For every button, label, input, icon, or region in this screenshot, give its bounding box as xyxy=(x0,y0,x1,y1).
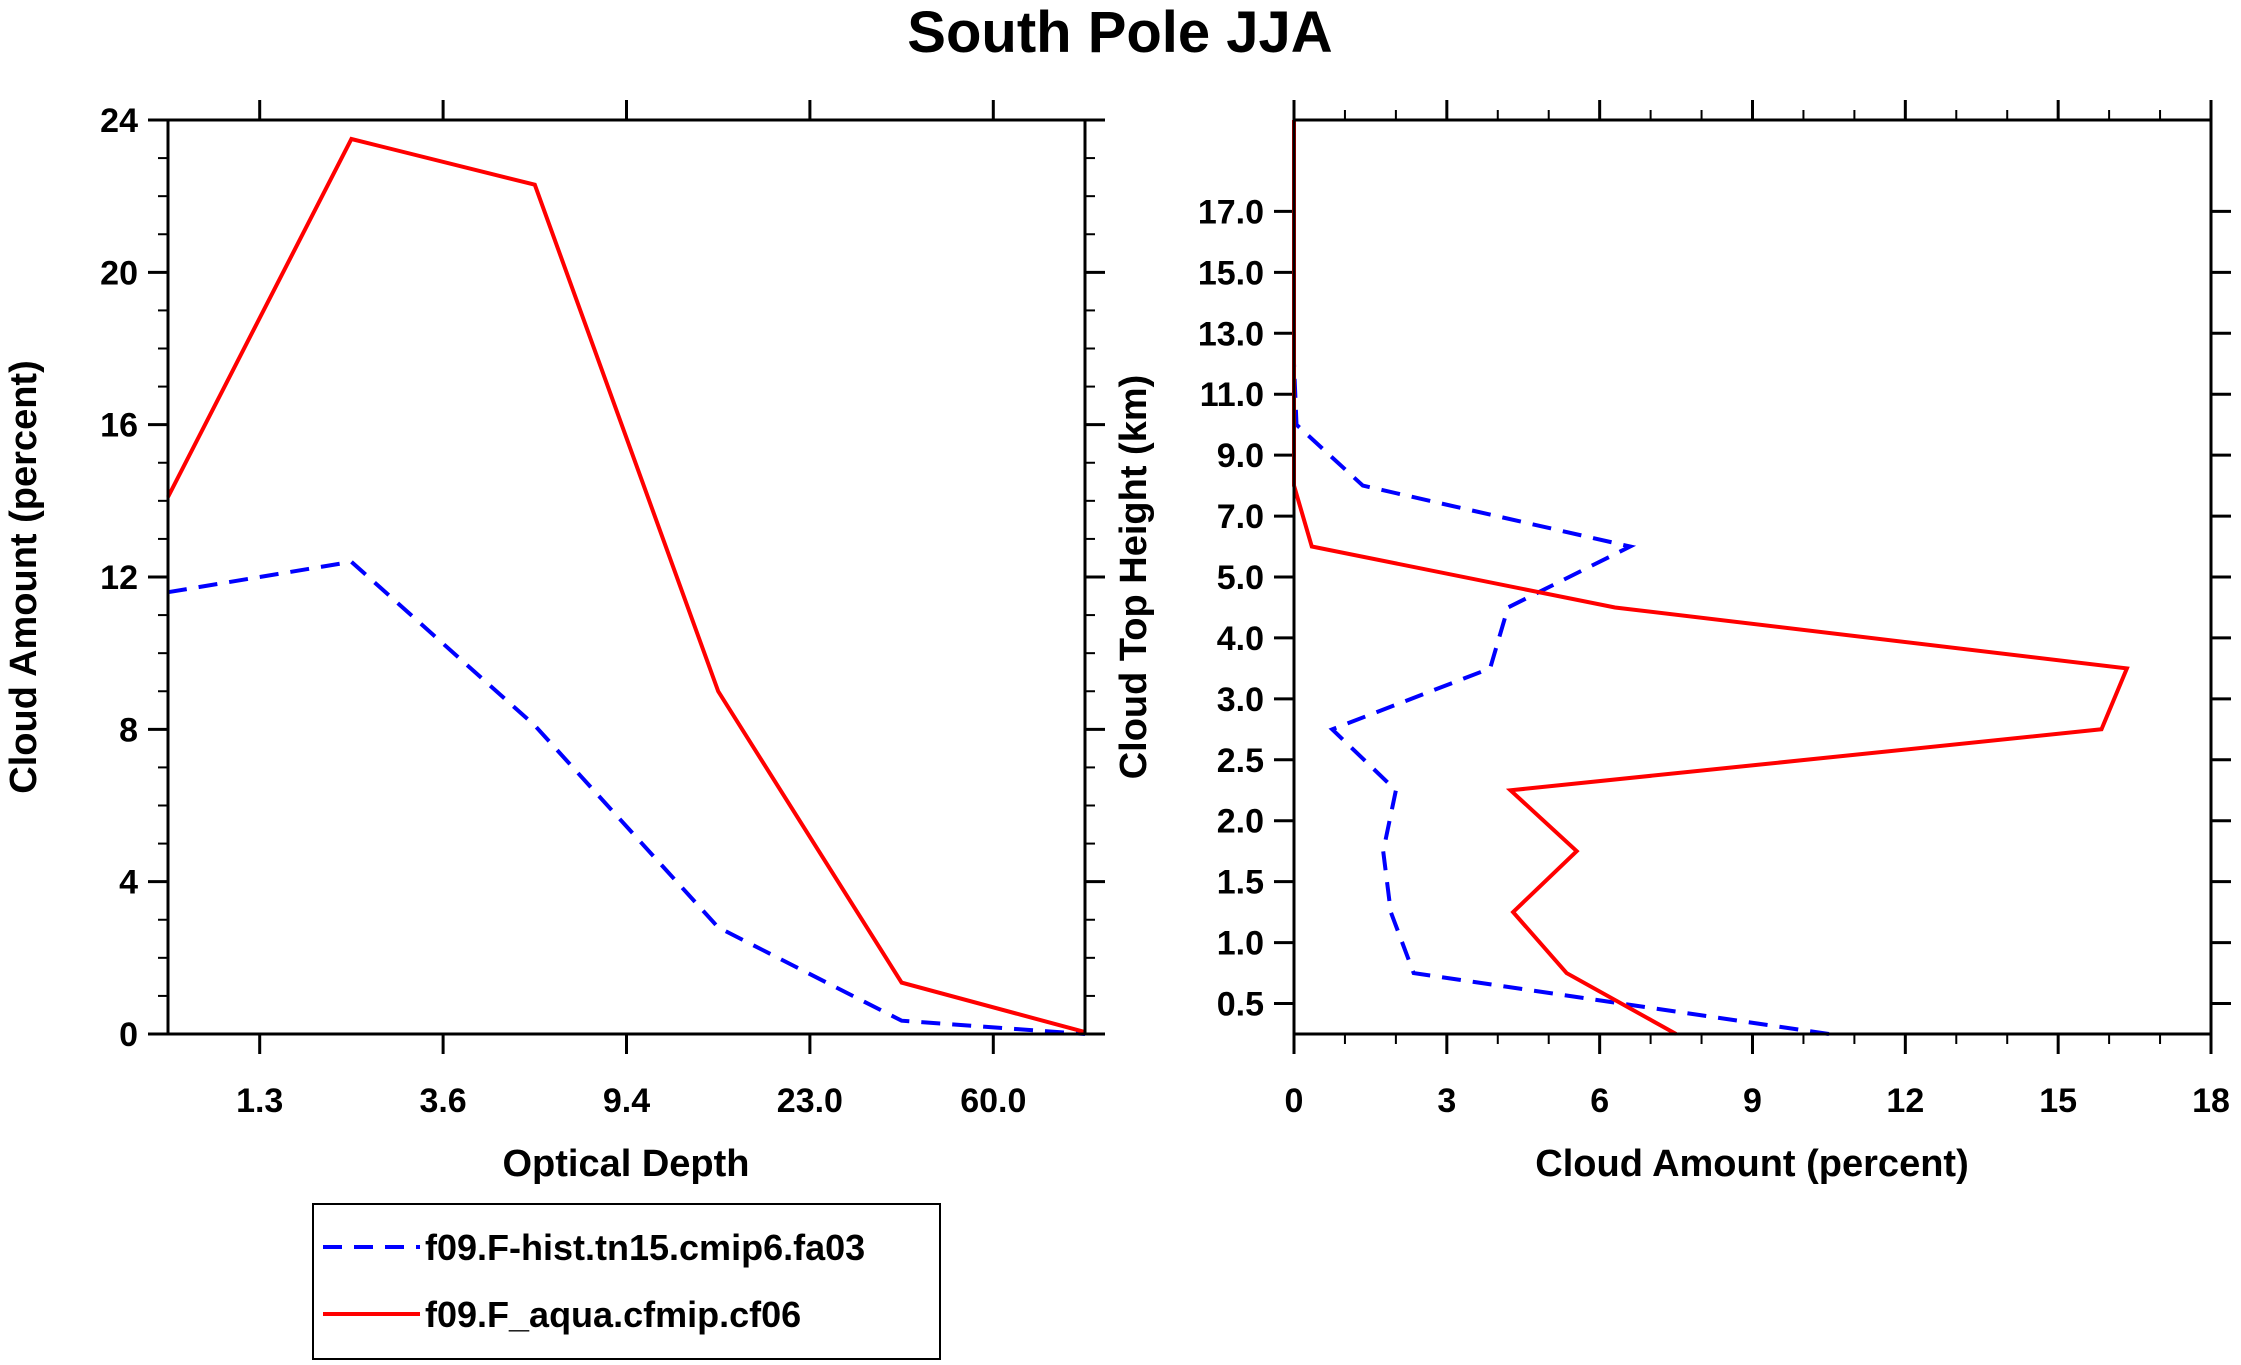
left-y-tick-label: 0 xyxy=(119,1016,138,1054)
right-y-tick-label: 17.0 xyxy=(1198,193,1264,231)
left-y-tick-label: 12 xyxy=(100,559,138,597)
left-series xyxy=(166,136,1086,1036)
left-y-tick-labels: 0 4 8 12 16 20 24 xyxy=(100,102,138,1054)
right-y-tick-label: 1.0 xyxy=(1217,925,1264,963)
right-y-tick-label: 11.0 xyxy=(1200,376,1264,414)
right-x-tick-label: 18 xyxy=(2192,1082,2230,1120)
right-y-tick-label: 7.0 xyxy=(1217,498,1264,536)
legend-label-red: f09.F_aqua.cfmip.cf06 xyxy=(425,1294,801,1335)
left-x-tick-label: 23.0 xyxy=(777,1082,843,1120)
left-x-tick-label: 1.3 xyxy=(236,1082,283,1120)
left-minor-ticks xyxy=(158,157,1095,997)
left-x-axis-label: Optical Depth xyxy=(502,1143,749,1185)
right-series xyxy=(1292,120,2130,1036)
legend-box xyxy=(312,1203,941,1360)
left-plot-frame xyxy=(166,118,1087,1036)
left-major-ticks xyxy=(148,100,1105,1054)
left-y-tick-label: 20 xyxy=(100,254,138,292)
right-series-line-red xyxy=(1292,120,2130,1036)
left-y-tick-label: 4 xyxy=(119,864,138,902)
left-x-tick-label: 60.0 xyxy=(960,1082,1026,1120)
right-x-tick-label: 6 xyxy=(1590,1082,1609,1120)
left-x-tick-labels: 1.3 3.6 9.4 23.0 60.0 xyxy=(236,1082,1026,1120)
right-y-tick-labels: 0.5 1.0 1.5 2.0 2.5 3.0 4.0 5.0 7.0 9.0 11.0 13.0 15… xyxy=(1198,193,1264,1023)
right-x-tick-labels: 0 3 6 9 12 15 18 xyxy=(1285,1082,2230,1120)
left-y-tick-label: 16 xyxy=(100,407,138,445)
right-minor-ticks xyxy=(1343,110,2162,1044)
right-y-axis-label: Cloud Top Height (km) xyxy=(1113,375,1155,780)
left-series-line-blue xyxy=(167,559,1086,1036)
right-x-tick-label: 0 xyxy=(1285,1082,1304,1120)
legend-label-blue: f09.F-hist.tn15.cmip6.fa03 xyxy=(425,1227,865,1268)
right-x-tick-label: 3 xyxy=(1437,1082,1456,1120)
left-x-tick-label: 9.4 xyxy=(603,1082,650,1120)
right-series-line-blue xyxy=(1292,120,1830,1036)
right-y-tick-label: 3.0 xyxy=(1217,681,1264,719)
right-y-tick-label: 2.0 xyxy=(1217,803,1264,841)
right-y-tick-label: 15.0 xyxy=(1198,254,1264,292)
right-y-tick-label: 13.0 xyxy=(1198,315,1264,353)
right-y-tick-label: 1.5 xyxy=(1217,864,1264,902)
right-plot-frame xyxy=(1292,118,2213,1036)
left-panel: 1.3 3.6 9.4 23.0 60.0 0 4 8 12 16 20 24 Optical De… xyxy=(3,100,1105,1185)
right-x-axis-label: Cloud Amount (percent) xyxy=(1535,1143,1968,1185)
left-y-tick-label: 8 xyxy=(119,711,138,749)
right-x-tick-label: 15 xyxy=(2039,1082,2077,1120)
right-y-tick-label: 2.5 xyxy=(1217,742,1264,780)
left-series-line-red xyxy=(166,136,1086,1035)
chart-title: South Pole JJA xyxy=(907,0,1332,65)
right-major-ticks xyxy=(1274,100,2231,1054)
right-x-tick-label: 12 xyxy=(1886,1082,1924,1120)
right-y-tick-label: 4.0 xyxy=(1217,620,1264,658)
left-x-tick-label: 3.6 xyxy=(419,1082,466,1120)
left-y-axis-label: Cloud Amount (percent) xyxy=(3,360,45,793)
right-y-tick-label: 5.0 xyxy=(1217,559,1264,597)
right-x-tick-label: 9 xyxy=(1743,1082,1762,1120)
right-panel: 0 3 6 9 12 15 18 0.5 1.0 1.5 2.0 2.5 3.0 4.0 5.0 7.0 9.… xyxy=(1113,100,2231,1185)
left-y-tick-label: 24 xyxy=(100,102,138,140)
right-y-tick-label: 9.0 xyxy=(1217,437,1264,475)
right-y-tick-label: 0.5 xyxy=(1217,986,1264,1024)
legend: f09.F-hist.tn15.cmip6.fa03 f09.F_aqua.cf… xyxy=(312,1203,941,1360)
